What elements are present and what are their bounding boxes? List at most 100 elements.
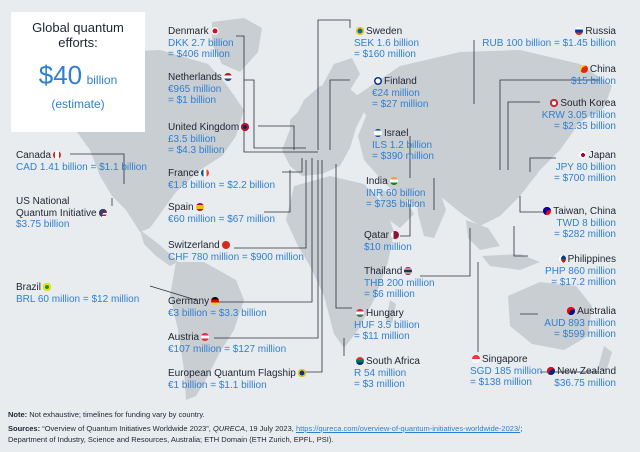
label-singapore: Singapore SGD 185 million = $138 million bbox=[470, 354, 542, 389]
thailand-flag-icon bbox=[404, 267, 413, 275]
country-name: South Korea bbox=[560, 98, 616, 109]
value-line: $15 billion bbox=[570, 75, 616, 87]
leader-line-south-korea bbox=[507, 101, 540, 170]
leader-line-china bbox=[499, 79, 600, 170]
value-line: $36.75 million bbox=[554, 377, 616, 389]
us-flag-icon bbox=[98, 208, 107, 217]
label-spain: Spain €60 million = $67 million bbox=[168, 202, 275, 225]
country-name: South Africa bbox=[366, 356, 420, 367]
label-philippines: Philippines PHP 860 million = $17.2 mill… bbox=[545, 254, 616, 289]
label-canada: Canada CAD 1.41 billion = $1.1 billion bbox=[16, 150, 147, 173]
value-line: CHF 780 million = $900 million bbox=[168, 251, 304, 263]
leader-line-japan bbox=[529, 157, 556, 172]
uk-flag-icon bbox=[241, 123, 250, 131]
label-taiwan: Taiwan, China TWD 8 billion = $282 milli… bbox=[541, 206, 616, 241]
leader-line-germany bbox=[214, 158, 313, 303]
value-line: HUF 3.5 billion bbox=[354, 319, 420, 331]
value-line: AUD 893 million bbox=[544, 317, 616, 329]
label-hungary: Hungary HUF 3.5 billion = $11 million bbox=[354, 308, 420, 343]
label-thailand: Thailand THB 200 million = $6 million bbox=[364, 266, 435, 301]
leader-line-qatar bbox=[400, 204, 411, 237]
value-line: SEK 1.6 billion bbox=[354, 37, 420, 49]
eu-flag-icon bbox=[297, 369, 306, 377]
value-line: R 54 million bbox=[354, 367, 407, 379]
value-line: KRW 3.05 trillion bbox=[541, 109, 616, 121]
value-line: = $6 million bbox=[364, 289, 415, 300]
footer-sources-line2: Department of Industry, Science and Reso… bbox=[8, 435, 334, 444]
russia-flag-icon bbox=[575, 27, 584, 35]
country-name: Taiwan, China bbox=[553, 206, 616, 217]
switzerland-flag-icon bbox=[221, 241, 230, 249]
value-line: = $4.3 billion bbox=[168, 145, 225, 156]
israel-flag-icon bbox=[374, 129, 382, 137]
value-line: CAD 1.41 billion = $1.1 billion bbox=[16, 161, 147, 173]
value-line: $3.75 billion bbox=[16, 219, 70, 230]
leader-line-austria bbox=[214, 160, 319, 339]
value-line: = $138 million bbox=[470, 377, 532, 388]
sources-text: “Overview of Quantum Initiatives Worldwi… bbox=[40, 424, 213, 433]
value-line: = $735 billion bbox=[366, 199, 426, 210]
footer-sources: Sources: “Overview of Quantum Initiative… bbox=[8, 424, 522, 434]
country-name: Thailand bbox=[364, 266, 403, 277]
value-line: = $17.2 million bbox=[551, 277, 616, 288]
value-line: €24 million bbox=[372, 87, 420, 99]
landmass-asia bbox=[356, 50, 612, 226]
label-germany: Germany €3 billion = $3.3 billion bbox=[168, 296, 267, 319]
new-zealand-flag-icon bbox=[547, 367, 556, 375]
value-line: = $282 million bbox=[554, 229, 616, 240]
country-name: Israel bbox=[384, 128, 409, 139]
spain-flag-icon bbox=[195, 203, 204, 211]
south-africa-flag-icon bbox=[356, 357, 364, 365]
label-uk: United Kingdom £3.5 billion = $4.3 billi… bbox=[168, 122, 251, 157]
country-name: Philippines bbox=[567, 254, 616, 265]
japan-flag-icon bbox=[578, 151, 587, 159]
country-name: Sweden bbox=[366, 26, 403, 37]
taiwan-flag-icon bbox=[543, 207, 552, 215]
value-line: TWD 8 billion bbox=[556, 217, 616, 229]
value-line: ILS 1.2 billion bbox=[372, 139, 433, 151]
headline-amount: $40 bbox=[38, 60, 83, 90]
hungary-flag-icon bbox=[356, 309, 364, 317]
country-name: Denmark bbox=[168, 26, 209, 37]
denmark-flag-icon bbox=[210, 27, 219, 35]
sweden-flag-icon bbox=[356, 27, 364, 35]
value-line: €1 billion = $1.1 billion bbox=[168, 379, 267, 391]
country-name: China bbox=[589, 64, 616, 75]
label-sweden: Sweden SEK 1.6 billion = $160 million bbox=[354, 26, 419, 61]
label-brazil: Brazil BRL 60 million = $12 million bbox=[16, 282, 139, 305]
landmass-scandinavia bbox=[322, 58, 360, 96]
value-line: = $390 million bbox=[372, 151, 434, 162]
sources-link[interactable]: https://qureca.com/overview-of-quantum-i… bbox=[295, 424, 521, 433]
note-label: Note: bbox=[8, 410, 28, 419]
footer-note: Note: Not exhaustive; timelines for fund… bbox=[8, 410, 205, 420]
country-name: Russia bbox=[585, 26, 616, 37]
landmass-madagascar bbox=[386, 300, 396, 324]
value-line: €965 million bbox=[168, 83, 222, 95]
country-name: Spain bbox=[168, 202, 194, 213]
country-name: Quantum Initiative bbox=[16, 207, 97, 219]
value-line: JPY 80 billion bbox=[555, 161, 616, 173]
finland-flag-icon bbox=[374, 77, 382, 85]
label-new-zealand: New Zealand $36.75 million bbox=[545, 366, 616, 389]
sources-label: Sources: bbox=[8, 424, 41, 433]
landmass-africa bbox=[286, 176, 394, 348]
value-line: €1.8 billion = $2.2 billion bbox=[168, 179, 276, 191]
label-japan: Japan JPY 80 billion = $700 million bbox=[554, 150, 616, 185]
leader-line-switzerland bbox=[234, 160, 307, 249]
value-line: = $1 billion bbox=[168, 95, 217, 106]
label-south-africa: South Africa R 54 million = $3 million bbox=[354, 356, 420, 391]
leader-line-taiwan bbox=[519, 196, 550, 213]
landmass-central-america bbox=[140, 230, 178, 266]
label-qatar: Qatar $10 million bbox=[364, 230, 412, 253]
label-us: US National Quantum Initiative $3.75 bil… bbox=[16, 196, 109, 231]
india-flag-icon bbox=[389, 177, 398, 185]
value-line: €3 billion = $3.3 billion bbox=[168, 307, 267, 319]
value-line: THB 200 million bbox=[364, 277, 435, 289]
leader-line-finland bbox=[329, 79, 350, 150]
value-line: SGD 185 million bbox=[470, 365, 543, 377]
country-name: US National bbox=[16, 196, 70, 207]
label-south-korea: South Korea KRW 3.05 trillion = $2.35 bi… bbox=[542, 98, 616, 133]
france-flag-icon bbox=[201, 169, 210, 177]
label-finland: Finland €24 million = $27 million bbox=[372, 76, 428, 111]
landmass-uk bbox=[290, 112, 302, 136]
